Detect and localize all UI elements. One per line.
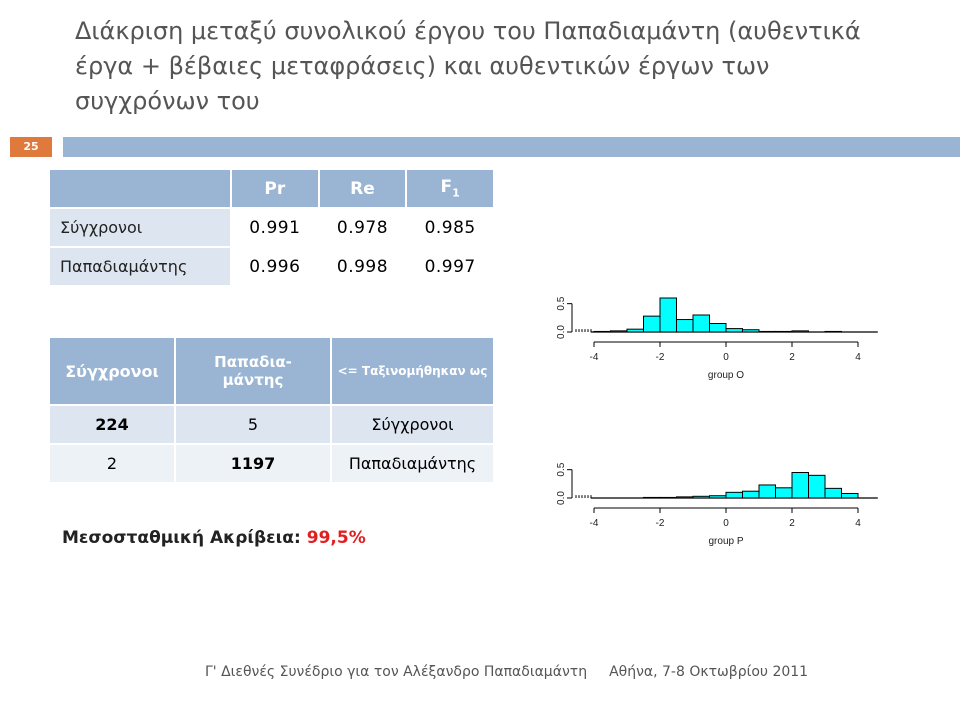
histogram-bar (610, 330, 628, 333)
cell-value: 0.985 (405, 207, 495, 248)
table-row: Παπαδιαμάντης 0.996 0.998 0.997 (48, 246, 495, 287)
cell-value: 0.998 (317, 246, 408, 287)
accuracy-value: 99,5% (306, 528, 366, 548)
cell-value: 0.978 (317, 207, 408, 248)
metrics-header-f1: F1 (405, 168, 495, 209)
row-label: Παπαδιαμάντης (48, 246, 232, 287)
weighted-accuracy: Μεσοσταθμική Ακρίβεια: 99,5% (62, 528, 366, 548)
y-tick-label: 0.0 (556, 491, 567, 505)
histogram-bar (725, 328, 743, 333)
header-classified-as: <= Ταξινομήθηκαν ως (330, 336, 495, 406)
histogram-bar (709, 495, 727, 499)
histogram-bar (709, 323, 727, 333)
x-tick-label: -2 (656, 518, 665, 529)
histogram-bar (626, 328, 644, 333)
table-row: 2 1197 Παπαδιαμάντης (48, 443, 495, 484)
histogram-bar (808, 474, 826, 499)
cell-value: 1197 (174, 443, 332, 484)
header-papadiamantis: Παπαδια-μάντης (174, 336, 332, 406)
row-class-label: Σύγχρονοι (330, 404, 495, 445)
header-contemporaries: Σύγχρονοι (48, 336, 176, 406)
metrics-header-empty (48, 168, 232, 209)
histogram-bar (593, 330, 611, 333)
cell-value: 0.996 (230, 246, 320, 287)
histogram-bar (758, 330, 776, 333)
x-tick-label: -2 (656, 352, 665, 363)
cell-value: 0.997 (405, 246, 495, 287)
footer-date: Αθήνα, 7-8 Οκτωβρίου 2011 (609, 664, 809, 680)
histogram-bar (676, 319, 694, 333)
cell-value: 0.991 (230, 207, 320, 248)
metrics-header-pr: Pr (230, 168, 320, 209)
histogram-bar (643, 315, 661, 333)
footer: Γ' Διεθνές Συνέδριο για τον Αλέξανδρο Πα… (205, 664, 808, 680)
histogram-bar (758, 484, 776, 499)
x-tick-label: 2 (789, 518, 795, 529)
slide-number: 25 (10, 137, 52, 157)
metrics-table: Pr Re F1 Σύγχρονοι 0.991 0.978 0.985 Παπ… (48, 168, 495, 287)
x-tick-label: -4 (590, 352, 599, 363)
histogram-bar (791, 330, 809, 333)
table-row: Σύγχρονοι 0.991 0.978 0.985 (48, 207, 495, 248)
histogram-bar (742, 329, 760, 333)
cell-value: 224 (48, 404, 176, 445)
x-tick-label: 4 (855, 518, 861, 529)
x-tick-label: 4 (855, 352, 861, 363)
histogram-bar (841, 492, 859, 499)
histogram-bar (692, 495, 710, 499)
x-tick-label: 2 (789, 352, 795, 363)
histogram-bar (676, 496, 694, 499)
footer-conference: Γ' Διεθνές Συνέδριο για τον Αλέξανδρο Πα… (205, 664, 588, 680)
confusion-table: Σύγχρονοι Παπαδια-μάντης <= Ταξινομήθηκα… (48, 336, 495, 484)
metrics-header-re: Re (317, 168, 408, 209)
row-label: Σύγχρονοι (48, 207, 232, 248)
y-tick-label: 0.0 (556, 325, 567, 339)
histogram-bar (775, 487, 793, 499)
confusion-table-header: Σύγχρονοι Παπαδια-μάντης <= Ταξινομήθηκα… (48, 336, 495, 406)
y-tick-label: 0.5 (556, 296, 567, 310)
metrics-table-header: Pr Re F1 (48, 168, 495, 209)
histogram-bar (692, 314, 710, 333)
histogram-bar (775, 330, 793, 333)
cell-value: 2 (48, 443, 176, 484)
cell-value: 5 (174, 404, 332, 445)
histogram-bar (659, 496, 677, 499)
histogram-bar (725, 491, 743, 499)
x-tick-label: 0 (723, 518, 729, 529)
x-axis-label: group O (708, 370, 744, 381)
title-bar (63, 137, 960, 157)
accuracy-label: Μεσοσταθμική Ακρίβεια: (62, 528, 301, 548)
histogram-bar (824, 330, 842, 333)
x-tick-label: 0 (723, 352, 729, 363)
histogram-bar (791, 472, 809, 499)
histogram-bar (659, 297, 677, 333)
slide-title: Διάκριση μεταξύ συνολικού έργου του Παπα… (75, 17, 861, 115)
histogram-bar (742, 490, 760, 499)
histogram-bar (643, 496, 661, 499)
row-class-label: Παπαδιαμάντης (330, 443, 495, 484)
table-row: 224 5 Σύγχρονοι (48, 404, 495, 445)
x-axis-label: group P (708, 536, 743, 547)
histogram-bar (824, 487, 842, 499)
x-tick-label: -4 (590, 518, 599, 529)
y-tick-label: 0.5 (556, 462, 567, 476)
